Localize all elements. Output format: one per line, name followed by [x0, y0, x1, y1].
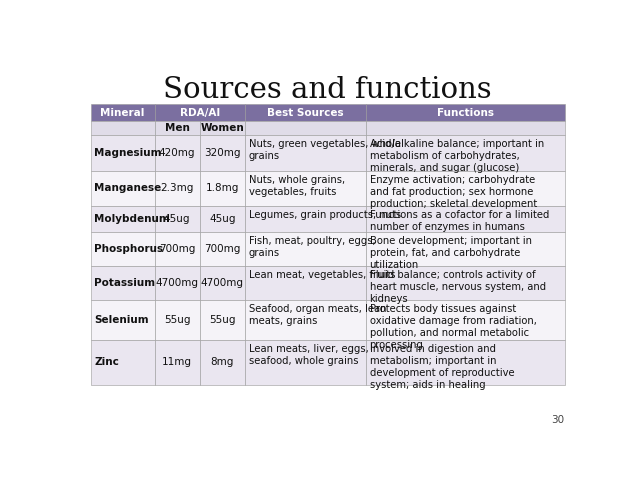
Text: Enzyme activation; carbohydrate
and fat production; sex hormone
production; skel: Enzyme activation; carbohydrate and fat … [369, 174, 537, 208]
Bar [91, 232, 154, 266]
Bar [245, 300, 366, 340]
Text: 700mg: 700mg [159, 244, 195, 254]
Bar [200, 121, 245, 135]
Text: RDA/AI: RDA/AI [179, 108, 220, 118]
Text: 700mg: 700mg [204, 244, 241, 254]
Bar [154, 300, 200, 340]
Bar [154, 104, 245, 121]
Text: 320mg: 320mg [204, 148, 241, 158]
Bar [245, 206, 366, 232]
Text: Acid/alkaline balance; important in
metabolism of carbohydrates,
minerals, and s: Acid/alkaline balance; important in meta… [369, 139, 544, 173]
Text: 8mg: 8mg [211, 357, 234, 367]
Bar [154, 232, 200, 266]
Text: 2.3mg: 2.3mg [161, 183, 194, 194]
Bar [154, 266, 200, 300]
Bar [366, 340, 565, 385]
Text: 420mg: 420mg [159, 148, 195, 158]
Bar [245, 135, 366, 171]
Bar [200, 135, 245, 171]
Bar [91, 340, 154, 385]
Bar [245, 171, 366, 206]
Bar [200, 232, 245, 266]
Text: Magnesium: Magnesium [94, 148, 162, 158]
Text: Potassium: Potassium [94, 278, 156, 288]
Bar [245, 104, 366, 121]
Text: Fluid balance; controls activity of
heart muscle, nervous system, and
kidneys: Fluid balance; controls activity of hear… [369, 270, 545, 304]
Text: Functions as a cofactor for a limited
number of enzymes in humans: Functions as a cofactor for a limited nu… [369, 210, 549, 232]
Bar [154, 135, 200, 171]
Text: Nuts, whole grains,
vegetables, fruits: Nuts, whole grains, vegetables, fruits [249, 174, 345, 196]
Text: Seafood, organ meats, lean
meats, grains: Seafood, organ meats, lean meats, grains [249, 304, 386, 326]
Bar [91, 121, 154, 135]
Text: Functions: Functions [437, 108, 494, 118]
Bar [200, 340, 245, 385]
Bar [366, 300, 565, 340]
Bar [366, 232, 565, 266]
Text: Legumes, grain products, nuts: Legumes, grain products, nuts [249, 210, 401, 220]
Text: 55ug: 55ug [164, 315, 190, 325]
Text: Best Sources: Best Sources [267, 108, 343, 118]
Bar [366, 266, 565, 300]
Text: 4700mg: 4700mg [201, 278, 244, 288]
Bar [154, 121, 200, 135]
Bar [245, 266, 366, 300]
Bar [91, 266, 154, 300]
Bar [200, 171, 245, 206]
Bar [366, 121, 565, 135]
Text: Men: Men [165, 123, 189, 133]
Bar [91, 135, 154, 171]
Text: 11mg: 11mg [162, 357, 192, 367]
Bar [245, 340, 366, 385]
Text: Protects body tissues against
oxidative damage from radiation,
pollution, and no: Protects body tissues against oxidative … [369, 304, 537, 350]
Text: Mineral: Mineral [100, 108, 145, 118]
Text: Women: Women [200, 123, 244, 133]
Text: Manganese: Manganese [94, 183, 161, 194]
Text: Fish, meat, poultry, eggs,
grains: Fish, meat, poultry, eggs, grains [249, 236, 375, 258]
Text: 45ug: 45ug [209, 214, 235, 224]
Text: Phosphorus: Phosphorus [94, 244, 163, 254]
Bar [366, 171, 565, 206]
Text: Sources and functions: Sources and functions [163, 76, 491, 104]
Text: Bone development; important in
protein, fat, and carbohydrate
utilization: Bone development; important in protein, … [369, 236, 531, 270]
Bar [91, 300, 154, 340]
Bar [91, 206, 154, 232]
Text: 1.8mg: 1.8mg [205, 183, 239, 194]
Bar [200, 266, 245, 300]
Bar [366, 135, 565, 171]
Bar [366, 104, 565, 121]
Text: Molybdenum: Molybdenum [94, 214, 170, 224]
Bar [154, 206, 200, 232]
Text: 30: 30 [551, 415, 564, 425]
Bar [200, 206, 245, 232]
Text: Lean meat, vegetables, fruits: Lean meat, vegetables, fruits [249, 270, 395, 280]
Text: Involved in digestion and
metabolism; important in
development of reproductive
s: Involved in digestion and metabolism; im… [369, 344, 514, 390]
Text: Nuts, green vegetables, whole
grains: Nuts, green vegetables, whole grains [249, 139, 401, 161]
Bar [245, 121, 366, 135]
Bar [154, 171, 200, 206]
Text: 4700mg: 4700mg [156, 278, 198, 288]
Bar [91, 171, 154, 206]
Text: Zinc: Zinc [94, 357, 119, 367]
Bar [200, 300, 245, 340]
Bar [154, 340, 200, 385]
Text: 55ug: 55ug [209, 315, 235, 325]
Text: 45ug: 45ug [164, 214, 190, 224]
Bar [245, 232, 366, 266]
Bar [366, 206, 565, 232]
Bar [91, 104, 154, 121]
Text: Lean meats, liver, eggs,
seafood, whole grains: Lean meats, liver, eggs, seafood, whole … [249, 344, 368, 366]
Text: Selenium: Selenium [94, 315, 149, 325]
